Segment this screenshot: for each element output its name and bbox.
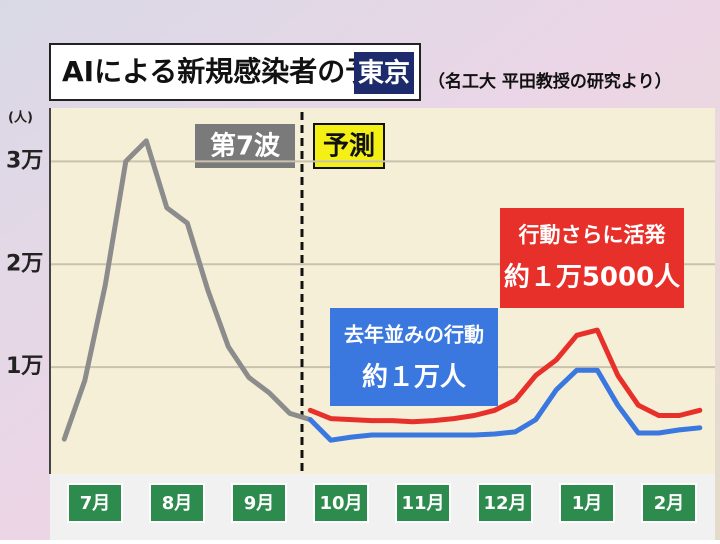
y-tick-label: 1万 bbox=[6, 354, 43, 379]
x-tick-label: 12月 bbox=[483, 493, 526, 514]
source: （名工大 平田教授の研究より） bbox=[428, 71, 672, 92]
red-annotation: 約１万5000人 bbox=[504, 262, 680, 293]
month-box bbox=[67, 483, 123, 523]
series-line bbox=[307, 367, 703, 443]
blue-box bbox=[330, 308, 498, 406]
tag-box bbox=[354, 52, 414, 94]
month-box bbox=[477, 483, 533, 523]
y-tick-label: 2万 bbox=[6, 251, 43, 276]
x-tick-label: 8月 bbox=[162, 493, 193, 514]
x-tick-label: 2月 bbox=[654, 493, 685, 514]
month-box bbox=[641, 483, 697, 523]
x-tick-label: 7月 bbox=[80, 493, 111, 514]
title: AIによる新規感染者の予測 bbox=[62, 55, 401, 88]
month-box bbox=[313, 483, 369, 523]
x-tick-label: 10月 bbox=[319, 493, 362, 514]
series-line bbox=[61, 138, 313, 442]
x-tick-label: 9月 bbox=[244, 493, 275, 514]
month-box bbox=[395, 483, 451, 523]
series-line bbox=[307, 327, 703, 425]
y-unit: (人) bbox=[8, 110, 33, 126]
red-annotation: 行動さらに活発 bbox=[518, 223, 667, 247]
x-tick-label: 1月 bbox=[572, 493, 603, 514]
month-box bbox=[231, 483, 287, 523]
forecast-label: 予測 bbox=[323, 132, 375, 162]
x-tick-label: 11月 bbox=[401, 493, 444, 514]
month-box bbox=[149, 483, 205, 523]
blue-annotation: 去年並みの行動 bbox=[344, 323, 484, 347]
wave-label: 第7波 bbox=[210, 131, 281, 162]
month-box bbox=[559, 483, 615, 523]
tag: 東京 bbox=[358, 58, 410, 89]
blue-annotation: 約１万人 bbox=[362, 362, 466, 393]
red-box bbox=[500, 208, 684, 308]
y-tick-label: 3万 bbox=[6, 148, 43, 173]
